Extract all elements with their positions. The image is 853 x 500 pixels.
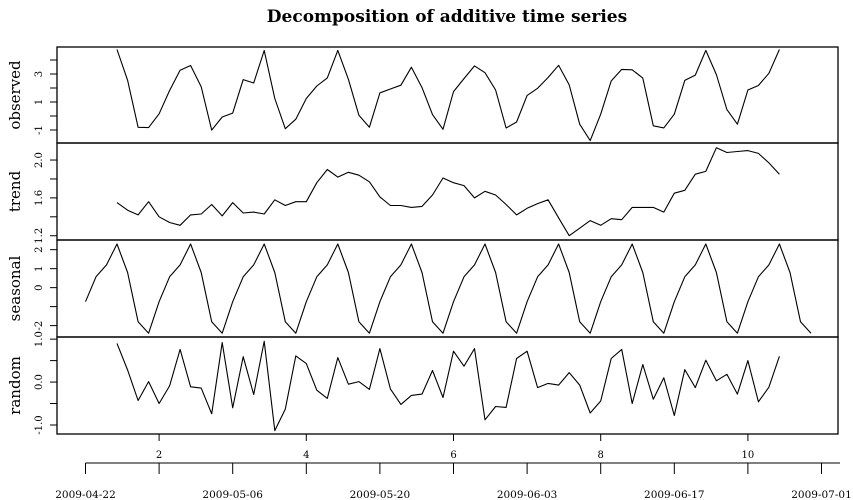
trend-y-tick-label: 2.0 [34,152,45,168]
chart-title: Decomposition of additive time series [267,7,627,27]
date-tick-label: 2009-05-06 [202,489,263,500]
observed-y-tick-label: 1 [34,99,45,105]
panels: -113observed1.21.62.0trend-2012seasonal-… [6,46,839,435]
random-frame [56,336,839,435]
x-tick-label: 6 [450,450,456,461]
seasonal-axis-label: seasonal [6,255,24,321]
random-axis-label: random [6,356,24,415]
trend-series-line [116,147,780,237]
x-tick-label: 8 [598,450,604,461]
observed-series-line [116,49,780,142]
seasonal-panel: -2 0 1 2 seasonal [6,239,839,338]
x-tick-label: 4 [303,450,309,461]
trend-y-tick-label: 1.2 [34,228,45,244]
trend-panel: 1.2 1.6 2.0 trend [6,142,839,244]
date-tick-label: 2009-07-01 [791,489,852,500]
trend-frame [56,142,839,241]
random-panel: -1.0 0.0 1.0 random [6,331,839,435]
random-y-tick-label: -1.0 [34,415,45,434]
date-axis: 2009-04-22 2009-05-06 2009-05-20 2009-06-03… [55,462,852,500]
date-tick-label: 2009-05-20 [350,489,411,500]
observed-axis-label: observed [6,60,24,130]
seasonal-series-line [84,243,812,334]
observed-y-tick-label: 3 [34,71,45,77]
observed-y-tick-label: -1 [34,125,45,135]
random-y-tick-label: 0.0 [34,374,45,390]
trend-y-tick-label: 1.6 [34,190,45,206]
random-y-tick-label: 1.0 [34,331,45,347]
trend-axis-label: trend [6,170,24,212]
seasonal-y-tick-label: -2 [34,321,45,331]
date-tick-label: 2009-06-03 [497,489,558,500]
date-tick-label: 2009-04-22 [55,489,116,500]
date-tick-label: 2009-06-17 [644,489,705,500]
seasonal-y-tick-label: 2 [34,246,45,252]
random-series-line [116,340,780,432]
observed-panel: -1 1 3 observed [6,46,839,144]
x-tick-label: 2 [156,450,162,461]
x-axis: 2 4 6 8 10 [156,434,754,461]
seasonal-frame [56,239,839,338]
observed-frame [56,46,839,144]
seasonal-y-tick-label: 0 [34,284,45,290]
x-tick-label: 10 [742,450,755,461]
seasonal-y-tick-label: 1 [34,265,45,271]
